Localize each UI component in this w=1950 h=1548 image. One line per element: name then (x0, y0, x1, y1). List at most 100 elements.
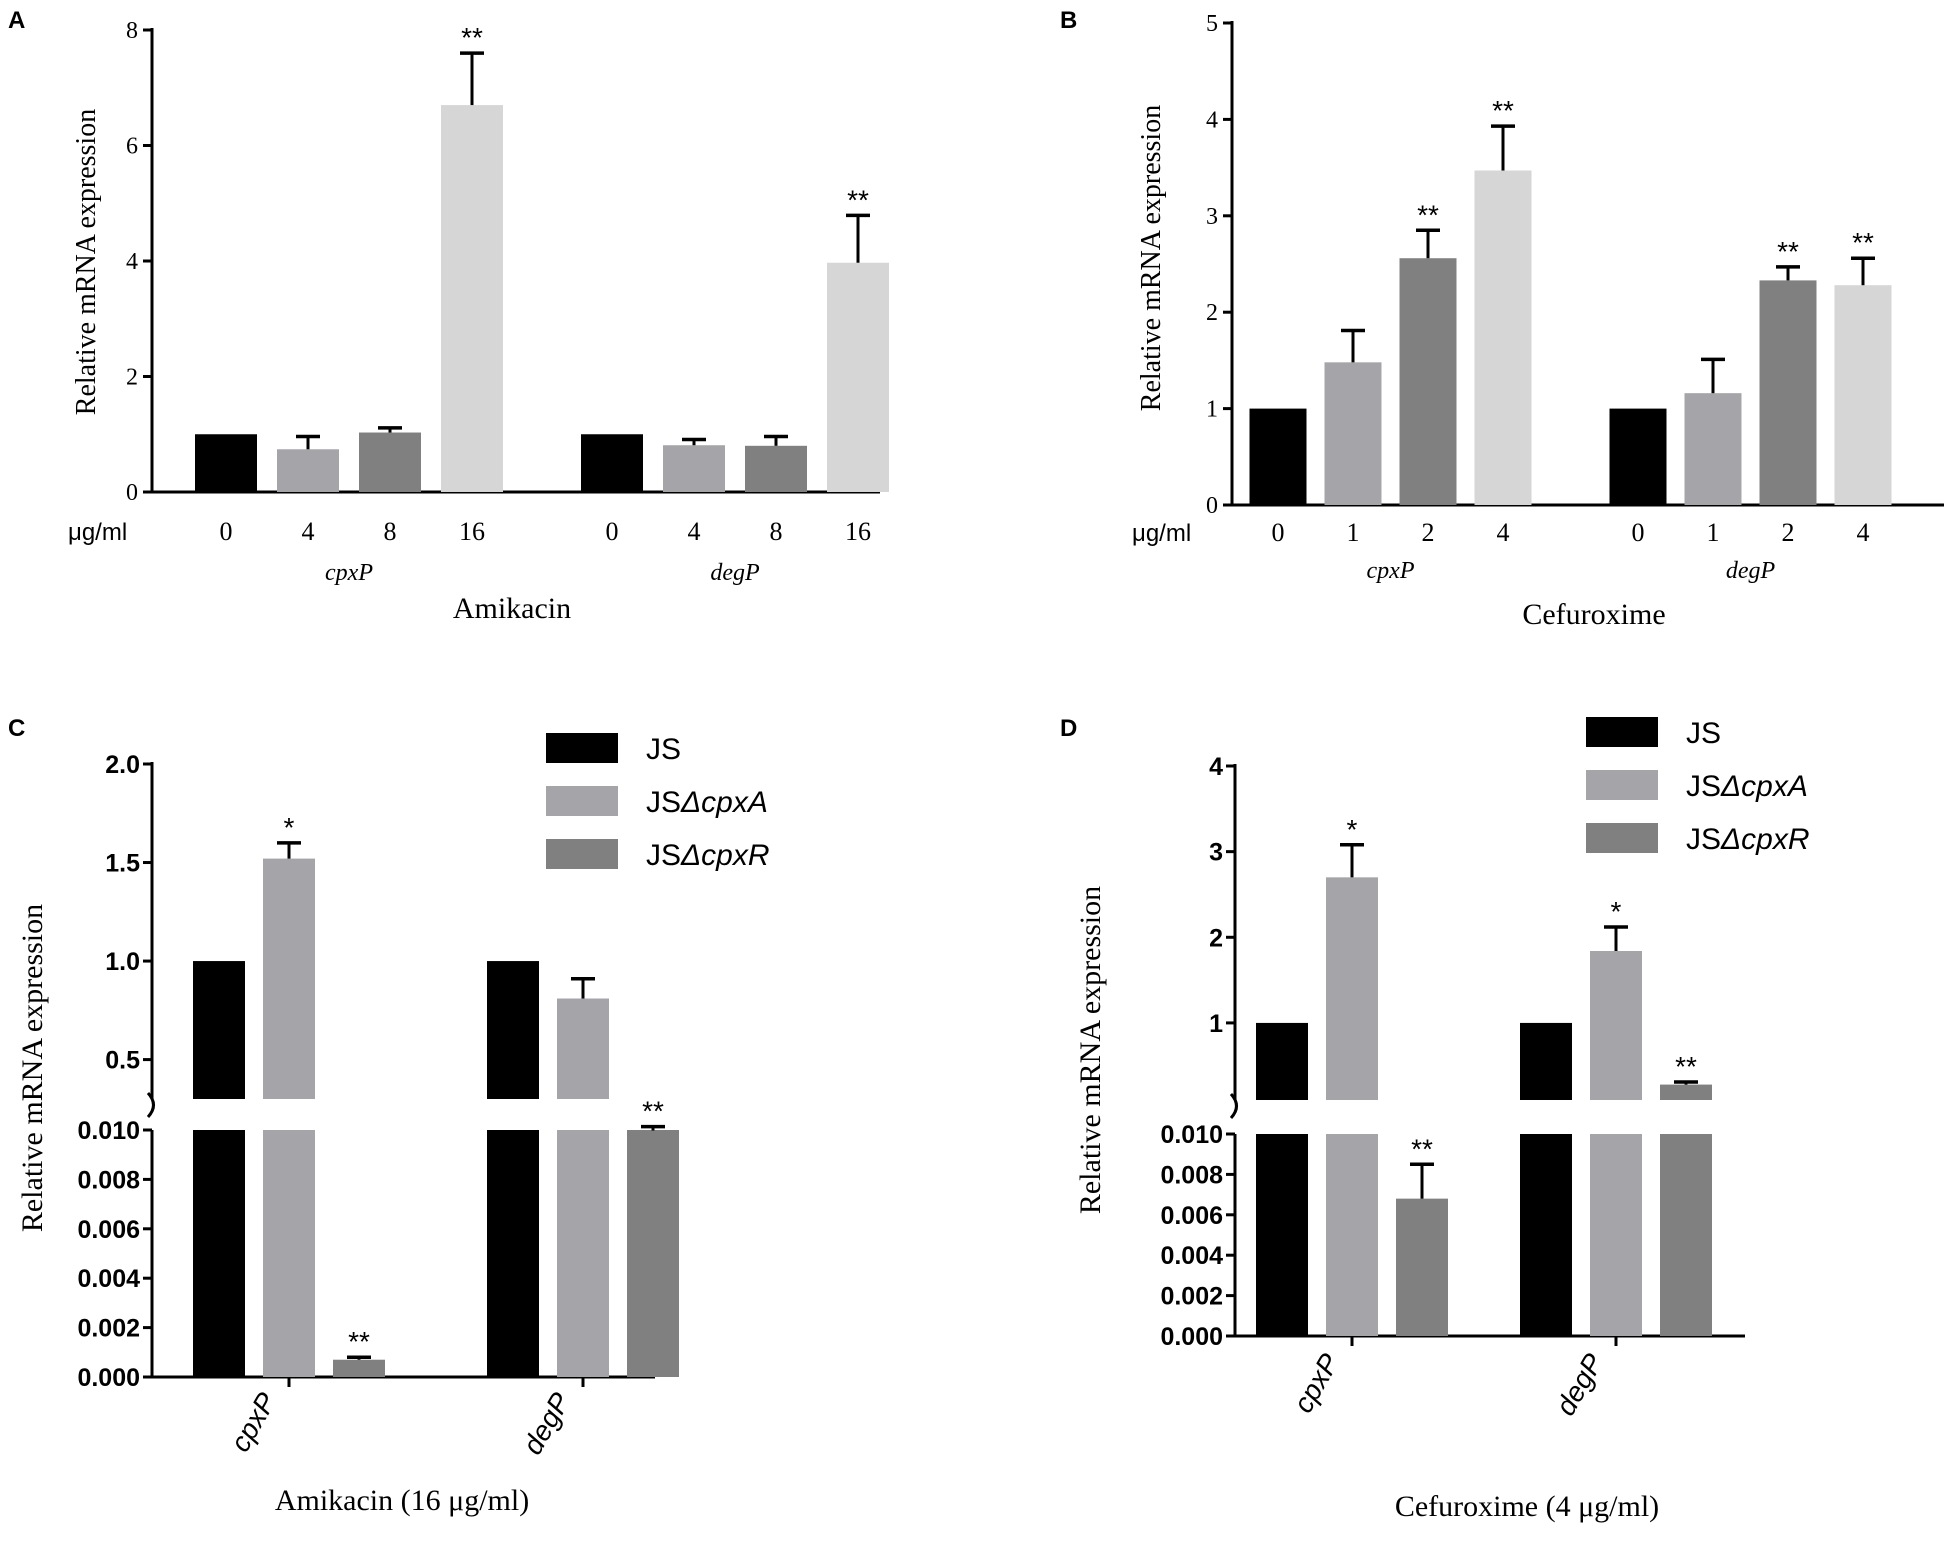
y-tick-label: 3 (1206, 204, 1218, 230)
x-tick-label: 4 (688, 517, 701, 546)
x-tick-label: 8 (384, 517, 397, 546)
bar (1474, 170, 1532, 505)
panel-b: B 0 1 2 3 4 5 Relative mRNA expression μg/ml 0 1 **… (1060, 7, 1944, 631)
significance-marker: ** (847, 184, 869, 215)
bar (1249, 408, 1307, 505)
legend-swatch (1586, 717, 1658, 747)
legend-label-part: ΔcpxR (1720, 823, 1809, 856)
legend-label-part: ΔcpxR (680, 839, 769, 872)
y-tick-label: 1.0 (105, 948, 140, 976)
y-tick-label: 0.010 (1160, 1121, 1223, 1149)
bar (333, 1359, 385, 1377)
y-tick-label: 0.002 (77, 1315, 140, 1343)
x-axis-title: Cefuroxime (4 μg/ml) (1395, 1490, 1659, 1523)
x-axis-title: Cefuroxime (1522, 598, 1665, 631)
x-tick-label: degP (1550, 1348, 1610, 1420)
significance-marker: ** (1411, 1133, 1433, 1164)
x-tick-label: 0 (1632, 518, 1645, 547)
bar-upper-segment (1326, 877, 1378, 1100)
legend-label: JS (1686, 717, 1721, 750)
x-tick-label: 2 (1782, 518, 1795, 547)
panel-letter: A (8, 7, 25, 34)
y-tick-label: 0.004 (77, 1265, 140, 1293)
unit-label: μg/ml (1132, 520, 1191, 547)
y-tick-label: 0.008 (77, 1166, 140, 1194)
x-tick-label: 16 (845, 517, 871, 546)
bar (277, 449, 339, 492)
legend-swatch (546, 786, 618, 816)
y-tick-label: 0 (126, 480, 138, 506)
x-tick-label: 1 (1707, 518, 1720, 547)
y-tick-label: 0.006 (1160, 1202, 1223, 1230)
y-axis-title: Relative mRNA expression (1074, 886, 1107, 1214)
panel-letter: D (1060, 715, 1077, 742)
y-tick-label: 0.006 (77, 1216, 140, 1244)
panel-c: C 0.5 1.0 1.5 2.0 0.000 0.002 0.004 0.006 0.008 0.… (8, 715, 770, 1517)
y-axis-title: Relative mRNA expression (71, 109, 102, 415)
x-tick-label: 4 (302, 517, 315, 546)
bar-upper-segment (557, 998, 609, 1099)
bar-upper-segment (1256, 1022, 1308, 1100)
unit-label: μg/ml (68, 519, 127, 546)
bar-upper-segment (263, 858, 315, 1099)
panel-letter: B (1060, 7, 1077, 34)
significance-marker: * (284, 812, 295, 843)
y-tick-label: 0 (1206, 493, 1218, 519)
bar (827, 262, 889, 492)
x-tick-label: 4 (1497, 518, 1510, 547)
y-tick-label: 2.0 (105, 751, 140, 779)
axis-break-mark (146, 1091, 155, 1119)
y-tick-label: 1 (1206, 397, 1218, 423)
legend-label: JSΔcpxR (1686, 823, 1810, 856)
x-axis-title: Amikacin (16 μg/ml) (275, 1484, 529, 1517)
bar (195, 434, 257, 492)
bar-lower-segment (1326, 1134, 1378, 1336)
x-tick-label: cpxP (1287, 1348, 1345, 1418)
y-tick-label: 0.010 (77, 1117, 140, 1145)
x-tick-label: 4 (1857, 518, 1870, 547)
bar-lower-segment (627, 1130, 679, 1377)
bar (1324, 362, 1382, 505)
x-tick-label: cpxP (224, 1387, 282, 1457)
legend-swatch (546, 839, 618, 869)
bar-upper-segment (487, 961, 539, 1099)
bar-lower-segment (1660, 1134, 1712, 1336)
significance-marker: ** (1777, 236, 1799, 267)
x-axis-title: Amikacin (453, 592, 571, 625)
significance-marker: ** (1852, 227, 1874, 258)
bar-upper-segment (1520, 1022, 1572, 1100)
panel-d: D 1 2 3 4 0.000 0.002 0.004 0.006 0.008 0.010 Relat… (1060, 715, 1810, 1523)
significance-marker: * (1611, 896, 1622, 927)
bar-upper-segment (1660, 1084, 1712, 1100)
bar-lower-segment (1256, 1134, 1308, 1336)
legend-label-part: JS (646, 786, 681, 819)
bar (1759, 280, 1817, 505)
y-axis-title: Relative mRNA expression (16, 904, 49, 1232)
y-tick-label: 0.000 (77, 1364, 140, 1392)
bar-lower-segment (1520, 1134, 1572, 1336)
y-tick-label: 2 (126, 365, 138, 391)
bar-lower-segment (1590, 1134, 1642, 1336)
bar (441, 105, 503, 492)
bar (359, 432, 421, 492)
legend-swatch (1586, 770, 1658, 800)
y-tick-label: 6 (126, 134, 138, 160)
bar (1609, 408, 1667, 505)
bar (1399, 258, 1457, 505)
bar-lower-segment (263, 1130, 315, 1377)
x-tick-label: 1 (1347, 518, 1360, 547)
y-tick-label: 3 (1209, 839, 1223, 867)
group-label: degP (1726, 558, 1776, 584)
y-axis-title: Relative mRNA expression (1136, 105, 1167, 411)
y-tick-label: 1 (1209, 1010, 1223, 1038)
bar (581, 434, 643, 492)
legend-label: JSΔcpxA (646, 786, 768, 819)
legend-swatch (1586, 823, 1658, 853)
x-tick-label: 2 (1422, 518, 1435, 547)
significance-marker: ** (461, 22, 483, 53)
legend-label-part: JS (1686, 823, 1721, 856)
x-tick-label: 0 (606, 517, 619, 546)
y-tick-label: 0.5 (105, 1047, 140, 1075)
y-tick-label: 0.000 (1160, 1323, 1223, 1351)
